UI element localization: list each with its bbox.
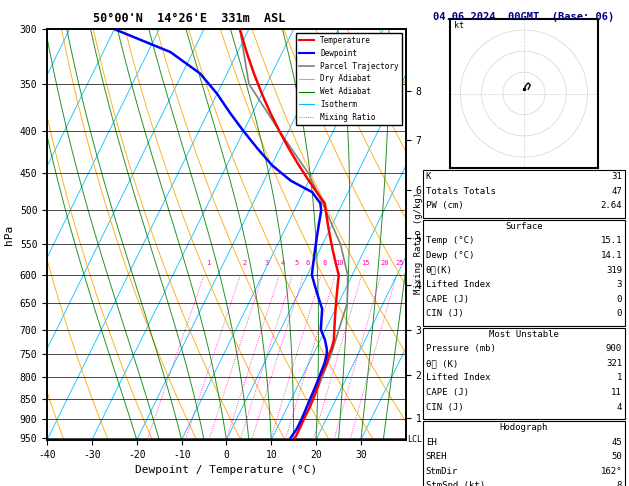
Text: Lifted Index: Lifted Index [426,280,491,289]
Text: 0: 0 [616,295,622,304]
Text: 1: 1 [206,260,210,266]
Text: kt: kt [454,21,464,30]
Text: 15: 15 [361,260,370,266]
Text: 31: 31 [611,172,622,181]
Text: 04.06.2024  00GMT  (Base: 06): 04.06.2024 00GMT (Base: 06) [433,12,615,22]
Text: 25: 25 [396,260,404,266]
Text: Hodograph: Hodograph [500,423,548,432]
Text: 162°: 162° [601,467,622,476]
Text: 4: 4 [281,260,286,266]
Text: CIN (J): CIN (J) [426,310,464,318]
Legend: Temperature, Dewpoint, Parcel Trajectory, Dry Adiabat, Wet Adiabat, Isotherm, Mi: Temperature, Dewpoint, Parcel Trajectory… [296,33,402,125]
Text: 5: 5 [294,260,299,266]
Text: 11: 11 [611,388,622,397]
Text: θᴇ(K): θᴇ(K) [426,265,453,275]
Text: Lifted Index: Lifted Index [426,373,491,382]
Text: Surface: Surface [505,222,543,231]
Text: 4: 4 [616,402,622,412]
Text: CAPE (J): CAPE (J) [426,388,469,397]
Text: 50: 50 [611,452,622,461]
Text: © weatheronline.co.uk: © weatheronline.co.uk [472,468,576,477]
Y-axis label: hPa: hPa [4,225,14,244]
Text: 3: 3 [616,280,622,289]
Text: StmSpd (kt): StmSpd (kt) [426,481,485,486]
Text: 2.64: 2.64 [601,201,622,210]
Text: Totals Totals: Totals Totals [426,187,496,196]
Text: 45: 45 [611,437,622,447]
Text: Dewp (°C): Dewp (°C) [426,251,474,260]
X-axis label: Dewpoint / Temperature (°C): Dewpoint / Temperature (°C) [135,465,318,475]
Text: 8: 8 [323,260,327,266]
Text: 14.1: 14.1 [601,251,622,260]
Text: 1: 1 [616,373,622,382]
Text: 319: 319 [606,265,622,275]
Text: 47: 47 [611,187,622,196]
Text: 900: 900 [606,344,622,353]
Text: 2: 2 [242,260,247,266]
Text: 6: 6 [305,260,309,266]
Text: θᴇ (K): θᴇ (K) [426,359,458,368]
Text: Temp (°C): Temp (°C) [426,236,474,245]
Text: Mixing Ratio (g/kg): Mixing Ratio (g/kg) [414,192,423,294]
Text: PW (cm): PW (cm) [426,201,464,210]
Text: Most Unstable: Most Unstable [489,330,559,339]
Text: LCL: LCL [407,435,422,444]
Text: K: K [426,172,431,181]
Text: 20: 20 [381,260,389,266]
Text: SREH: SREH [426,452,447,461]
Text: 8: 8 [616,481,622,486]
Text: 3: 3 [265,260,269,266]
Text: CAPE (J): CAPE (J) [426,295,469,304]
Text: 321: 321 [606,359,622,368]
Text: 0: 0 [616,310,622,318]
Text: StmDir: StmDir [426,467,458,476]
Text: Pressure (mb): Pressure (mb) [426,344,496,353]
Text: 10: 10 [335,260,343,266]
Text: 15.1: 15.1 [601,236,622,245]
Text: EH: EH [426,437,437,447]
Text: 50°00'N  14°26'E  331m  ASL: 50°00'N 14°26'E 331m ASL [92,12,285,25]
Y-axis label: km
ASL: km ASL [424,226,446,243]
Text: CIN (J): CIN (J) [426,402,464,412]
